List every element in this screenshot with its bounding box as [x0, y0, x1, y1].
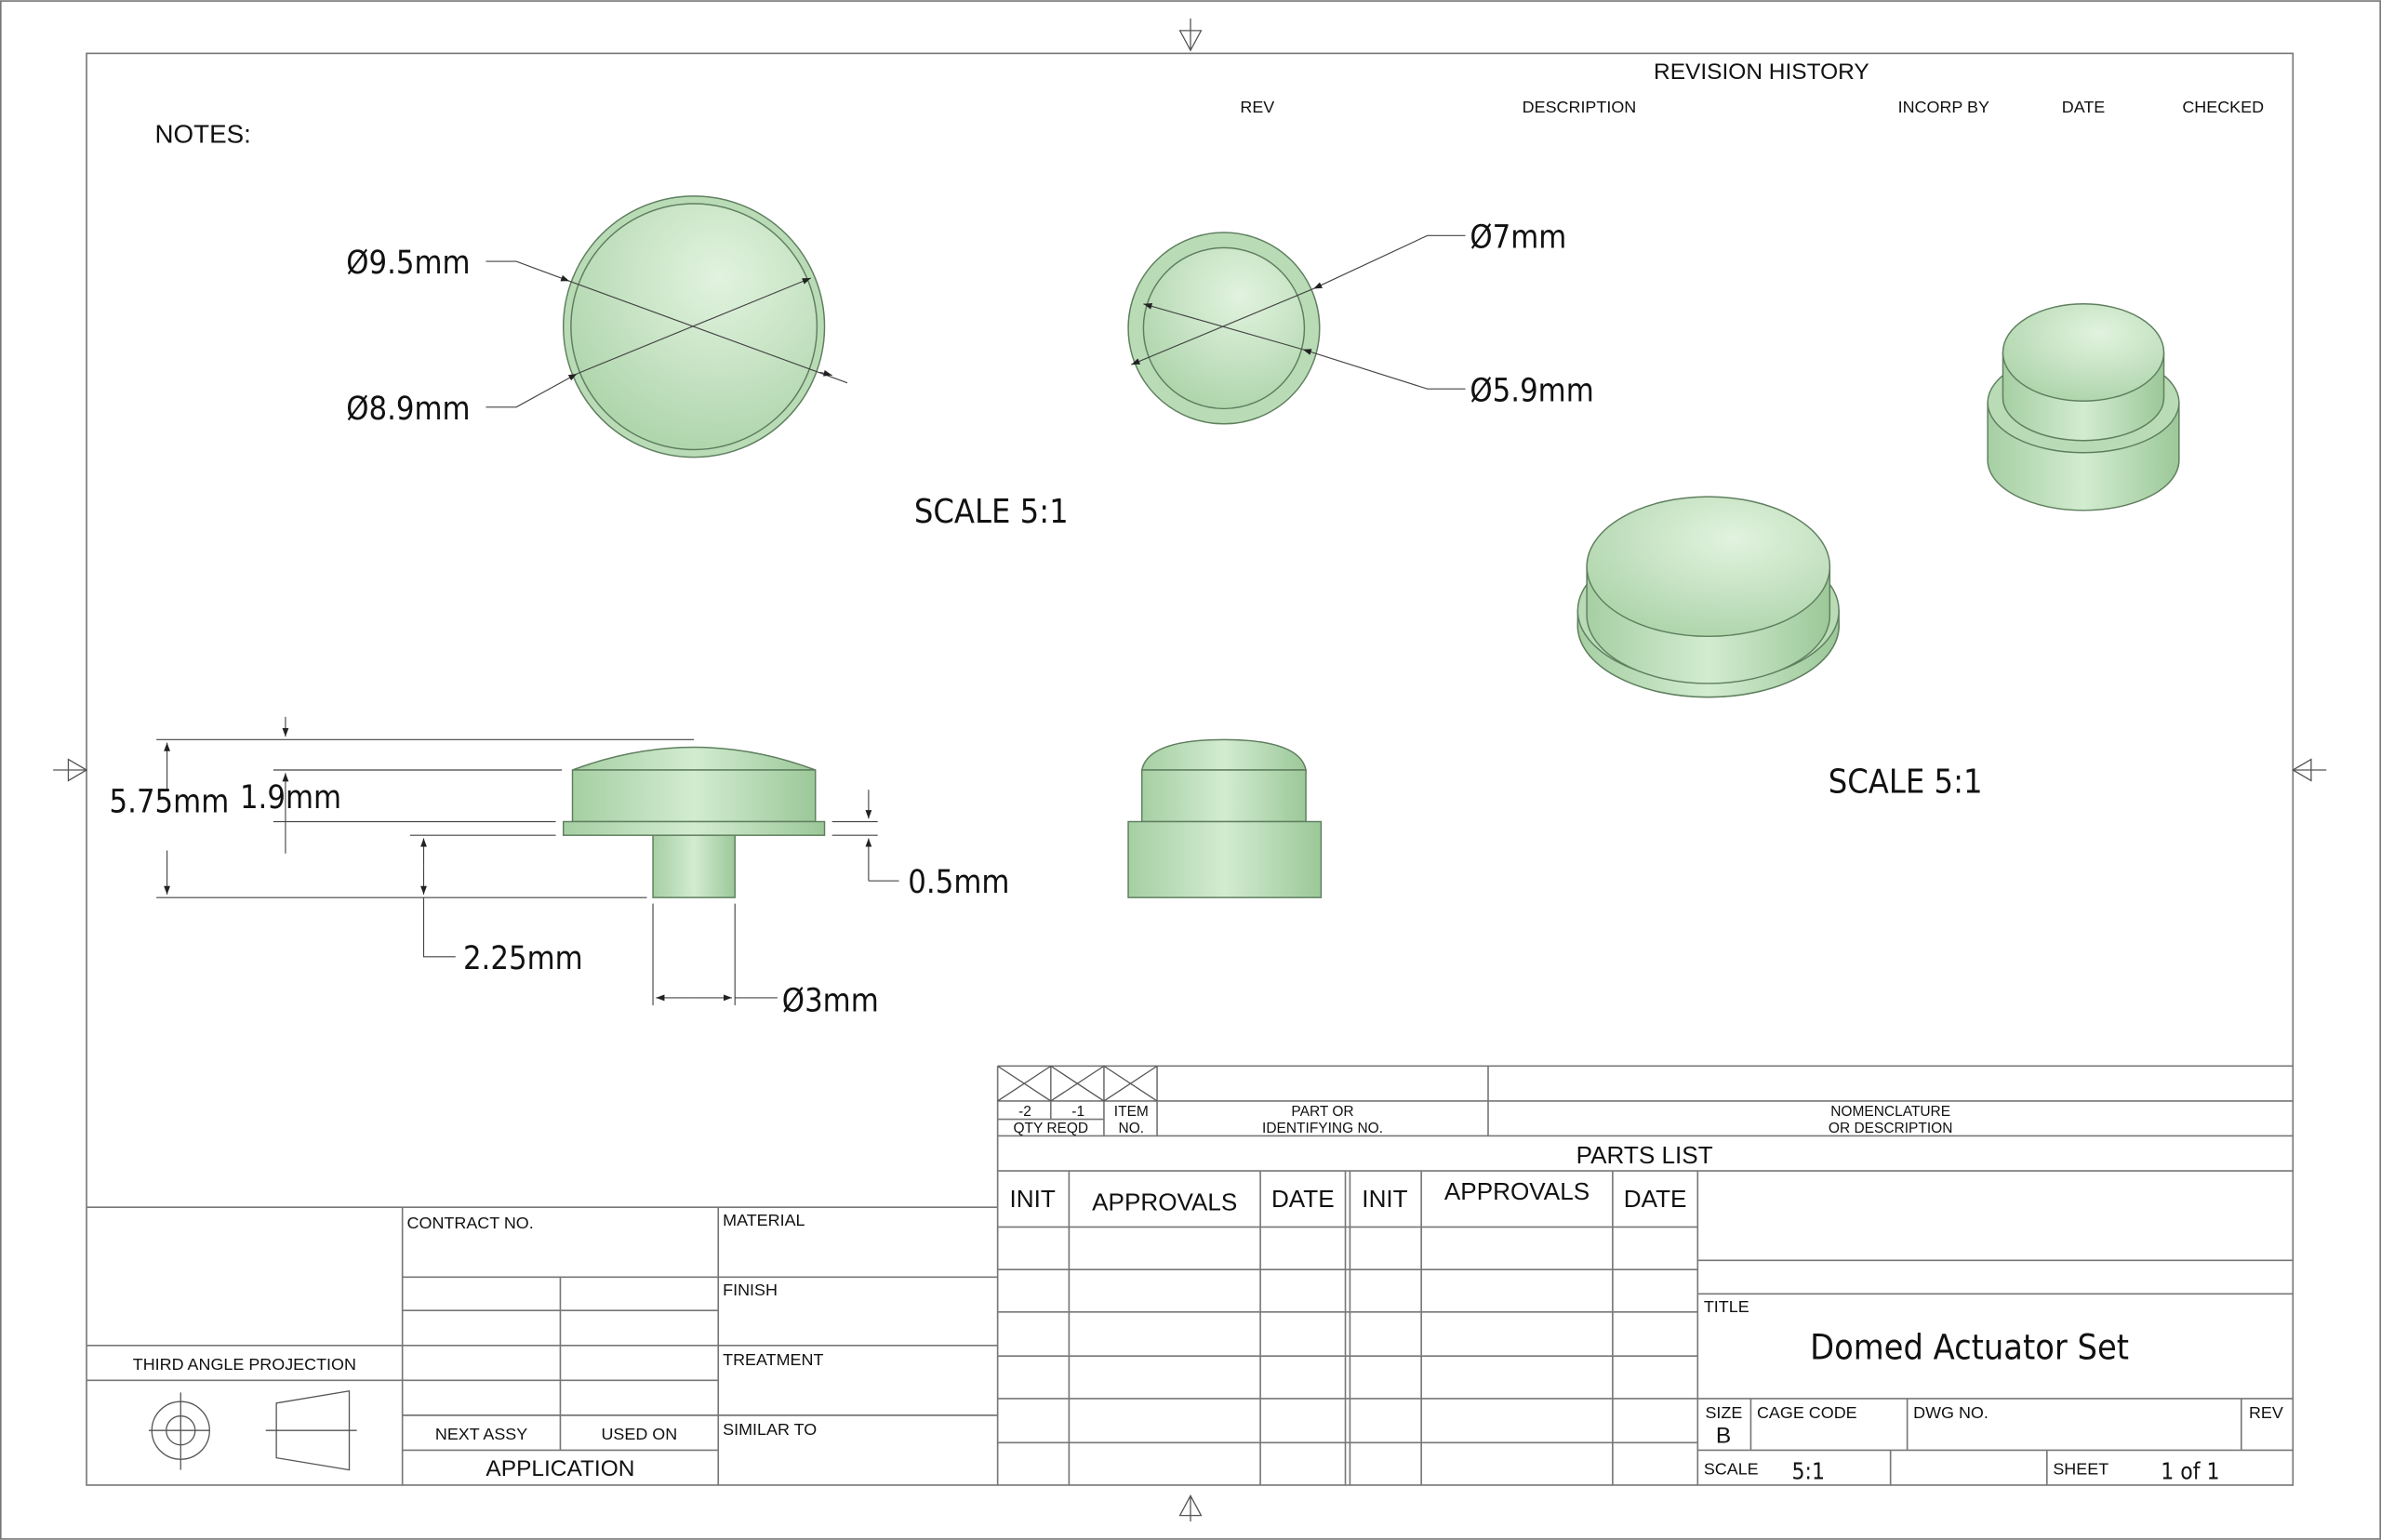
cage-code-label: CAGE CODE	[1757, 1403, 1857, 1422]
notes-label: NOTES:	[155, 120, 251, 149]
drawing-title: Domed Actuator Set	[1810, 1326, 2129, 1367]
nomenclature-label: NOMENCLATURE	[1830, 1104, 1950, 1120]
description-label: OR DESCRIPTION	[1829, 1121, 1952, 1136]
parts-list-title: PARTS LIST	[1576, 1141, 1713, 1169]
scale-label: SCALE	[1704, 1460, 1759, 1479]
iso-view-large-cap	[1576, 496, 1840, 698]
parts-list: -2 -1 QTY REQD ITEM NO. PART OR IDENTIFY…	[996, 1065, 2294, 1485]
dim-outer-dia: Ø9.5mm	[346, 245, 470, 282]
dim-dome-height: 1.9mm	[240, 779, 341, 816]
identifying-no-label: IDENTIFYING NO.	[1262, 1121, 1383, 1136]
part-label: PART OR	[1291, 1104, 1353, 1120]
qty-1: -1	[1071, 1104, 1084, 1120]
sheet-value: 1 of 1	[2161, 1457, 2219, 1484]
approvals-header-2: APPROVALS	[1444, 1177, 1590, 1205]
side-view-dimensions: 5.75mm 1.9mm 0.5mm 2.25mm Ø3mm	[110, 716, 1009, 1020]
third-angle-projection-icon	[149, 1389, 357, 1471]
qty-2: -2	[1018, 1104, 1031, 1120]
similar-to-label: SIMILAR TO	[723, 1420, 817, 1439]
top-view-small-cap: Ø7mm Ø5.9mm	[1127, 219, 1594, 425]
qty-reqd-label: QTY REQD	[1013, 1121, 1088, 1136]
scale-value: 5:1	[1792, 1457, 1825, 1484]
dim-stem-dia: Ø3mm	[782, 983, 879, 1020]
treatment-label: TREATMENT	[723, 1350, 823, 1369]
approvals-grid: INIT APPROVALS DATE INIT APPROVALS DATE	[997, 1171, 1699, 1485]
dim-stem-height: 2.25mm	[463, 940, 583, 977]
rev-col: REV	[1240, 98, 1274, 116]
left-block: CONTRACT NO. MATERIAL FINISH TREATMENT S…	[86, 1206, 998, 1485]
date-header-1: DATE	[1271, 1185, 1335, 1213]
next-assy-label: NEXT ASSY	[435, 1425, 527, 1443]
dim-flange-thickness: 0.5mm	[908, 864, 1009, 901]
incorp-by-col: INCORP BY	[1898, 98, 1989, 116]
iso-view-small-cap	[1987, 303, 2180, 511]
side-view-large-cap	[562, 746, 826, 898]
checked-col: CHECKED	[2182, 98, 2264, 116]
size-label: SIZE	[1705, 1403, 1742, 1422]
title-block: TITLE Domed Actuator Set SIZE B CAGE COD…	[1697, 1259, 2294, 1485]
rev-label: REV	[2249, 1403, 2283, 1422]
dwg-no-label: DWG NO.	[1913, 1403, 1989, 1422]
init-header-2: INIT	[1362, 1185, 1407, 1213]
projection-label: THIRD ANGLE PROJECTION	[133, 1355, 356, 1374]
date-col: DATE	[2062, 98, 2106, 116]
dim-inner-dia: Ø8.9mm	[346, 391, 470, 428]
size-value: B	[1716, 1423, 1731, 1448]
drawing-border	[86, 52, 2295, 1486]
description-col: DESCRIPTION	[1523, 98, 1637, 116]
iso-scale-label: SCALE 5:1	[1829, 763, 1983, 801]
revision-history-title: REVISION HISTORY	[1654, 60, 1869, 85]
item-no-label: NO.	[1119, 1121, 1145, 1136]
side-view-small-cap	[1127, 738, 1323, 898]
view-scale-label: SCALE 5:1	[914, 493, 1069, 531]
sheet-label: SHEET	[2053, 1460, 2108, 1479]
init-header-1: INIT	[1010, 1185, 1056, 1213]
finish-label: FINISH	[723, 1281, 778, 1299]
contract-no-label: CONTRACT NO.	[407, 1214, 534, 1232]
title-label: TITLE	[1704, 1297, 1749, 1316]
top-view-large-cap: Ø9.5mm Ø8.9mm	[346, 195, 848, 458]
centering-marks	[53, 18, 2327, 1522]
date-header-2: DATE	[1624, 1185, 1687, 1213]
dim-small-outer-dia: Ø7mm	[1470, 219, 1566, 256]
application-label: APPLICATION	[486, 1456, 634, 1481]
used-on-label: USED ON	[601, 1425, 677, 1443]
dim-total-height: 5.75mm	[110, 784, 230, 821]
item-label: ITEM	[1114, 1104, 1149, 1120]
material-label: MATERIAL	[723, 1211, 805, 1229]
approvals-header-1: APPROVALS	[1092, 1188, 1237, 1215]
dim-small-inner-dia: Ø5.9mm	[1470, 372, 1593, 409]
